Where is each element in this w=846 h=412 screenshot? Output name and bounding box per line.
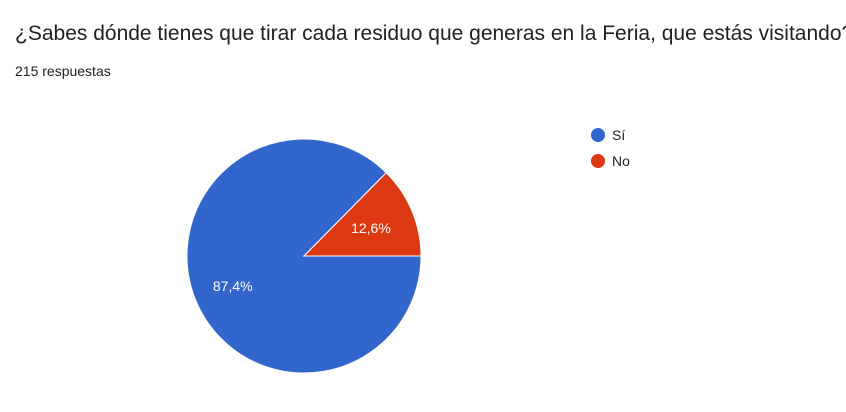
- slice-label-no: 12,6%: [351, 220, 391, 236]
- legend: Sí No: [591, 127, 630, 169]
- legend-label-no: No: [612, 153, 630, 169]
- slice-label-si: 87,4%: [213, 278, 253, 294]
- pie-slice-no: [302, 172, 422, 257]
- chart-title: ¿Sabes dónde tienes que tirar cada resid…: [15, 22, 846, 45]
- pie-slices: [186, 138, 422, 374]
- pie-slice-labels: 87,4% 12,6%: [213, 220, 391, 294]
- legend-swatch-no: [591, 154, 605, 168]
- response-count: 215 respuestas: [15, 63, 111, 79]
- legend-label-si: Sí: [612, 127, 625, 143]
- legend-swatch-si: [591, 128, 605, 142]
